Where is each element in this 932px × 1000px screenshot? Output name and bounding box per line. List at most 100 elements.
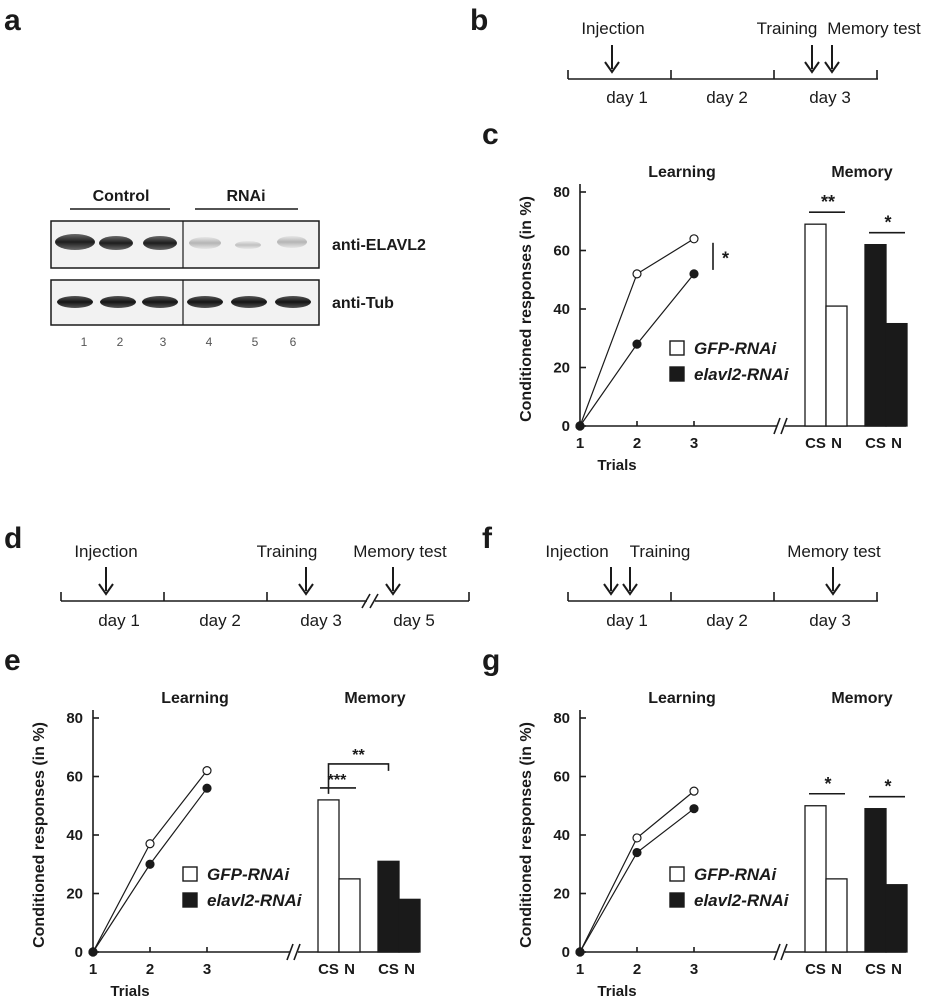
x-axis-label: Trials <box>597 457 636 474</box>
bar-category-label: N <box>404 961 415 978</box>
x-tick-label: 3 <box>690 961 698 978</box>
memory-bar-gfp-n <box>825 878 848 953</box>
panel-letter-a: a <box>4 4 21 37</box>
tub-band-lane3 <box>142 296 178 308</box>
arrow-down-icon <box>98 567 114 596</box>
tub-band-lane5 <box>231 296 267 308</box>
legend-label-elavl2: elavl2-RNAi <box>694 891 790 910</box>
panel-letter-e: e <box>4 644 21 677</box>
y-tick-label: 20 <box>66 886 83 903</box>
axis-break-icon <box>293 943 301 961</box>
panel-letter-f: f <box>482 522 493 555</box>
significance-label: * <box>884 213 891 233</box>
arrow-down-icon <box>603 567 619 596</box>
timeline-event: Injection <box>545 542 608 561</box>
panel-letter-g: g <box>482 644 500 677</box>
learning-point-gfp <box>632 269 642 279</box>
arrow-down-icon <box>622 567 638 596</box>
learning-point-elavl2 <box>689 269 699 279</box>
arrow-down-icon <box>804 45 820 74</box>
learning-point-gfp <box>689 234 699 244</box>
elavl2-band-lane1 <box>55 234 95 250</box>
y-tick-label: 80 <box>553 184 570 201</box>
memory-bar-elavl2-n <box>398 898 421 953</box>
timeline-day: day 5 <box>393 611 435 630</box>
x-tick-label: 1 <box>576 435 584 452</box>
timeline-event: Injection <box>74 542 137 561</box>
section-title-learning: Learning <box>161 690 229 707</box>
learning-point-elavl2 <box>202 783 212 793</box>
memory-bar-gfp-n <box>825 305 848 427</box>
y-tick-label: 40 <box>553 827 570 844</box>
bar-category-label: CS <box>865 435 886 452</box>
timeline-event: Memory test <box>353 542 447 561</box>
learning-point-elavl2 <box>632 847 642 858</box>
elavl2-band-lane4 <box>189 237 221 249</box>
bar-category-label: CS <box>378 961 399 978</box>
blot-label-tub: anti-Tub <box>332 295 394 312</box>
blot-label-elavl2: anti-ELAVL2 <box>332 237 426 254</box>
x-tick-label: 2 <box>633 961 641 978</box>
lane-number: 2 <box>117 335 124 349</box>
tub-band-lane4 <box>187 296 223 308</box>
learning-point-elavl2 <box>689 804 699 814</box>
timeline-day: day 2 <box>706 611 748 630</box>
timeline-event: Memory test <box>787 542 881 561</box>
x-tick-label: 1 <box>89 961 97 978</box>
learning-line-gfp <box>579 238 695 427</box>
significance-label: ** <box>821 192 835 212</box>
section-title-learning: Learning <box>648 164 716 181</box>
y-tick-label: 0 <box>562 418 570 435</box>
elavl2-band-lane2 <box>99 236 133 250</box>
panel-a: a Control RNAi anti-ELAVL2 anti-Tub 1 2 … <box>4 4 426 349</box>
panel-f: f day 1 day 2 day 3 Injection Training M… <box>482 522 881 630</box>
memory-bar-elavl2-cs <box>377 860 400 953</box>
significance-label: * <box>722 248 729 268</box>
timeline-event: Injection <box>581 19 644 38</box>
memory-bar-gfp-cs <box>317 799 340 953</box>
timeline-day: day 1 <box>606 88 648 107</box>
learning-point-elavl2 <box>88 947 98 957</box>
legend-label-gfp: GFP-RNAi <box>694 339 777 358</box>
y-tick-label: 80 <box>553 710 570 727</box>
legend-label-gfp: GFP-RNAi <box>207 865 290 884</box>
section-title-learning: Learning <box>648 690 716 707</box>
timeline-day: day 3 <box>300 611 342 630</box>
chart-panel-e: e 0 20 40 60 80 Conditioned responses (in %) Le… <box>4 644 421 1000</box>
significance-label: ** <box>352 747 365 764</box>
panel-letter-c: c <box>482 118 499 151</box>
panel-letter-d: d <box>4 522 22 555</box>
learning-point-elavl2 <box>575 421 585 431</box>
lane-number: 6 <box>290 335 297 349</box>
axis-break-icon <box>773 943 781 961</box>
tub-blot-frame <box>50 279 320 326</box>
memory-bar-gfp-cs <box>804 805 827 953</box>
x-axis-label: Trials <box>597 983 636 1000</box>
bar-category-label: N <box>344 961 355 978</box>
significance-label: * <box>824 774 831 794</box>
tub-band-lane6 <box>275 296 311 308</box>
bar-category-label: N <box>831 961 842 978</box>
memory-bar-gfp-n <box>338 878 361 953</box>
y-tick-label: 0 <box>562 944 570 961</box>
memory-bar-elavl2-cs <box>864 243 887 427</box>
timeline-event: Memory test <box>827 19 921 38</box>
y-tick-label: 40 <box>66 827 83 844</box>
bar-category-label: N <box>831 435 842 452</box>
y-tick-label: 20 <box>553 886 570 903</box>
elavl2-band-lane6 <box>277 236 307 248</box>
elavl2-band-lane5 <box>235 241 261 249</box>
memory-bar-elavl2-n <box>885 322 908 427</box>
chart-panel-g: g 0 20 40 60 80 Conditioned responses (in %) Le… <box>482 644 908 1000</box>
legend-label-elavl2: elavl2-RNAi <box>207 891 303 910</box>
axis-break-icon <box>780 417 788 435</box>
legend-swatch-elavl2 <box>669 366 685 382</box>
y-axis-label: Conditioned responses (in %) <box>518 196 535 422</box>
memory-bar-elavl2-n <box>885 884 908 953</box>
lane-number: 1 <box>81 335 88 349</box>
learning-point-gfp <box>689 786 699 796</box>
x-axis-label: Trials <box>110 983 149 1000</box>
timeline-event: Training <box>630 542 691 561</box>
lane-number: 4 <box>206 335 213 349</box>
axis-break-icon <box>773 417 781 435</box>
